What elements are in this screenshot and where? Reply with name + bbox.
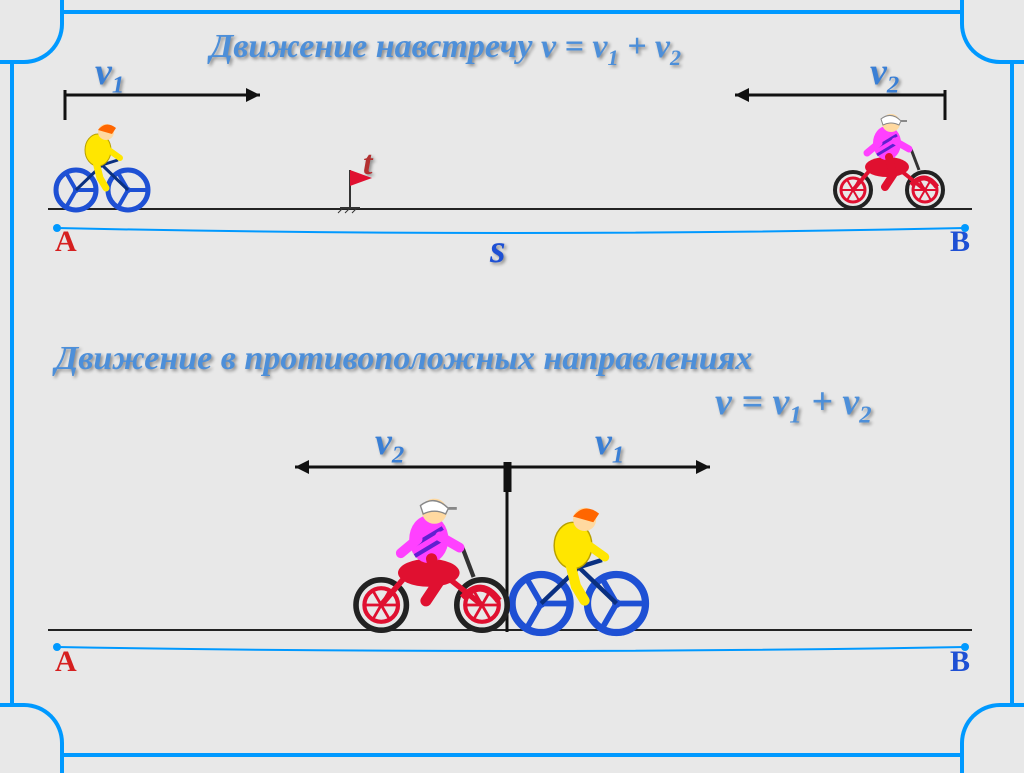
diagram-2-svg [0,0,1024,767]
